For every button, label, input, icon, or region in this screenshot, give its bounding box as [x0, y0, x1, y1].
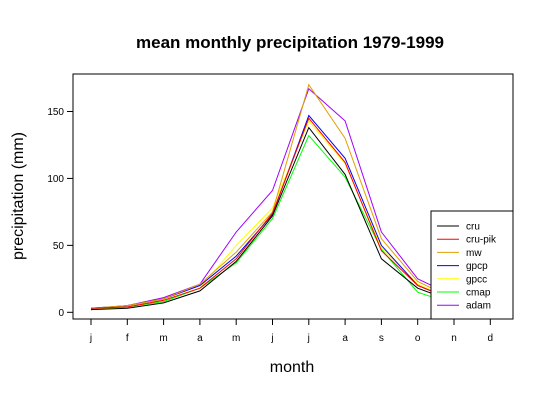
- x-tick-label: d: [488, 333, 494, 344]
- legend-label-cru: cru: [466, 222, 480, 233]
- y-tick-label: 150: [47, 107, 64, 118]
- series-line-gpcp: [90, 114, 491, 309]
- x-tick-label: j: [270, 333, 273, 344]
- x-tick-label: s: [379, 333, 384, 344]
- legend-label-adam: adam: [466, 301, 491, 312]
- x-tick-label: m: [159, 333, 167, 344]
- legend-box: [430, 210, 514, 320]
- y-axis: 0 50 100 150: [47, 107, 73, 319]
- plot-frame: [72, 73, 514, 320]
- legend: cru cru-pik mw gpcp gpcc cmap adam: [430, 210, 514, 320]
- x-tick-label: j: [89, 333, 92, 344]
- series-line-cru: [90, 126, 491, 311]
- series-line-mw: [90, 83, 491, 309]
- chart-title: mean monthly precipitation 1979-1999: [136, 33, 444, 52]
- x-axis-label: month: [270, 359, 314, 376]
- legend-label-cru-pik: cru-pik: [466, 235, 497, 246]
- legend-label-cmap: cmap: [466, 288, 491, 299]
- series-line-adam: [90, 87, 491, 311]
- x-tick-label: m: [232, 333, 240, 344]
- series-layer: [90, 83, 491, 311]
- y-axis-label: precipitation (mm): [10, 132, 27, 260]
- y-tick-label: 100: [47, 174, 64, 185]
- x-tick-label: j: [307, 333, 310, 344]
- legend-label-gpcc: gpcc: [466, 274, 487, 285]
- series-line-cru-pik: [90, 117, 491, 309]
- series-line-cmap: [90, 134, 491, 309]
- x-tick-label: o: [415, 333, 421, 344]
- legend-label-mw: mw: [466, 248, 482, 259]
- legend-label-gpcp: gpcp: [466, 261, 488, 272]
- x-tick-label: n: [451, 333, 457, 344]
- x-tick-label: a: [342, 333, 348, 344]
- x-tick-label: a: [197, 333, 203, 344]
- y-tick-label: 50: [53, 241, 65, 252]
- x-tick-label: f: [126, 333, 129, 344]
- y-tick-label: 0: [58, 308, 64, 319]
